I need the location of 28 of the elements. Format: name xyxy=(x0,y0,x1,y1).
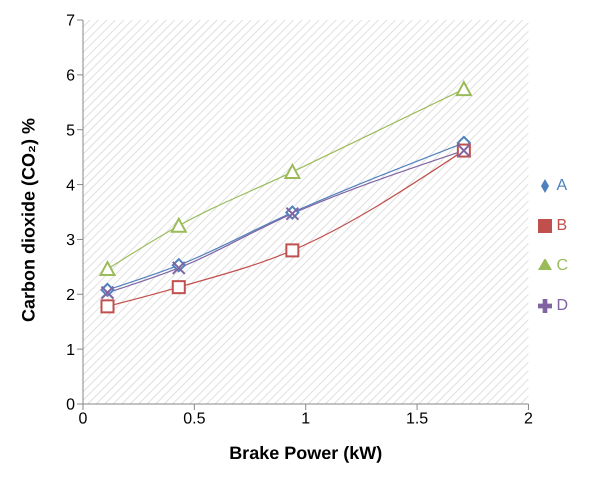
point xyxy=(172,260,186,275)
x-tick-label: 0.5 xyxy=(183,410,206,428)
y-tick-label: 2 xyxy=(66,286,76,304)
legend-label: B xyxy=(556,217,568,234)
y-axis-title: Carbon dioxide (CO₂) % xyxy=(18,118,38,322)
point xyxy=(172,280,186,294)
y-tick-label: 5 xyxy=(66,122,76,140)
point xyxy=(170,218,187,233)
legend-label: D xyxy=(556,297,568,314)
y-tick-label: 6 xyxy=(66,68,76,85)
x-axis-title: Brake Power (kW) xyxy=(229,443,382,463)
point xyxy=(284,164,300,179)
point xyxy=(285,243,300,258)
legend-label: A xyxy=(556,177,568,194)
point xyxy=(456,81,472,96)
x-tick-label: 1.5 xyxy=(406,410,428,428)
point xyxy=(100,286,114,300)
x-tick-label: 0 xyxy=(78,410,88,428)
point xyxy=(100,299,114,314)
point xyxy=(100,261,116,276)
y-tick-label: 1 xyxy=(66,342,76,359)
y-tick-label: 7 xyxy=(66,12,76,30)
y-tick-label: 0 xyxy=(66,396,76,414)
y-tick-label: 4 xyxy=(66,177,76,194)
x-tick-label: 2 xyxy=(524,410,533,428)
y-tick-label: 3 xyxy=(66,232,76,250)
x-tick-label: 1 xyxy=(301,410,310,428)
legend-label: C xyxy=(556,257,568,274)
